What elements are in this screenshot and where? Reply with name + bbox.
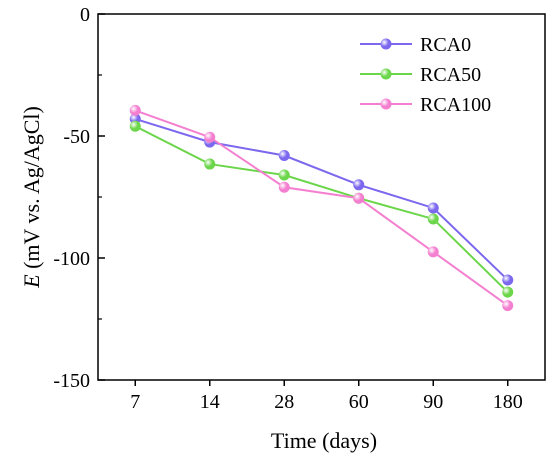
data-point (204, 131, 216, 143)
series-line (134, 125, 509, 293)
y-tick-label: 0 (80, 4, 90, 26)
legend-label: RCA100 (420, 94, 491, 116)
y-tick-label: -150 (53, 370, 90, 392)
x-tick-label: 14 (200, 391, 220, 413)
data-point (502, 286, 514, 298)
legend-label: RCA50 (420, 64, 481, 86)
data-point (502, 300, 514, 312)
data-point (502, 274, 514, 286)
y-axis-title: E (mV vs. Ag/AgCl) (19, 106, 44, 289)
legend-marker (380, 38, 392, 50)
data-point (278, 169, 290, 181)
series-rca0 (129, 113, 514, 286)
legend-marker (380, 68, 392, 80)
data-point (129, 120, 141, 132)
legend-item: RCA100 (360, 94, 491, 116)
x-tick-label: 28 (274, 391, 294, 413)
legend-marker (380, 98, 392, 110)
legend-item: RCA50 (360, 64, 481, 86)
x-tick-label: 180 (493, 391, 523, 413)
x-tick-label: 7 (130, 391, 140, 413)
x-tick-label: 60 (349, 391, 369, 413)
y-tick-label: -100 (53, 248, 90, 270)
series-rca50 (129, 120, 514, 298)
data-point (353, 179, 365, 191)
x-tick-label: 90 (423, 391, 443, 413)
data-point (278, 150, 290, 162)
data-point (278, 181, 290, 193)
data-point (427, 246, 439, 258)
series-rca100 (129, 104, 514, 312)
series-line (134, 109, 509, 307)
data-point (204, 158, 216, 170)
y-axis-title-unit: (mV vs. Ag/AgCl) (19, 106, 44, 274)
data-point (427, 202, 439, 214)
series-line (134, 117, 509, 281)
x-axis-title: Time (days) (271, 428, 377, 453)
data-point (353, 192, 365, 204)
data-point (427, 213, 439, 225)
y-axis-title-symbol: E (19, 274, 44, 289)
legend-item: RCA0 (360, 34, 471, 56)
legend-label: RCA0 (420, 34, 471, 56)
y-tick-label: -50 (63, 126, 90, 148)
data-point (129, 104, 141, 116)
